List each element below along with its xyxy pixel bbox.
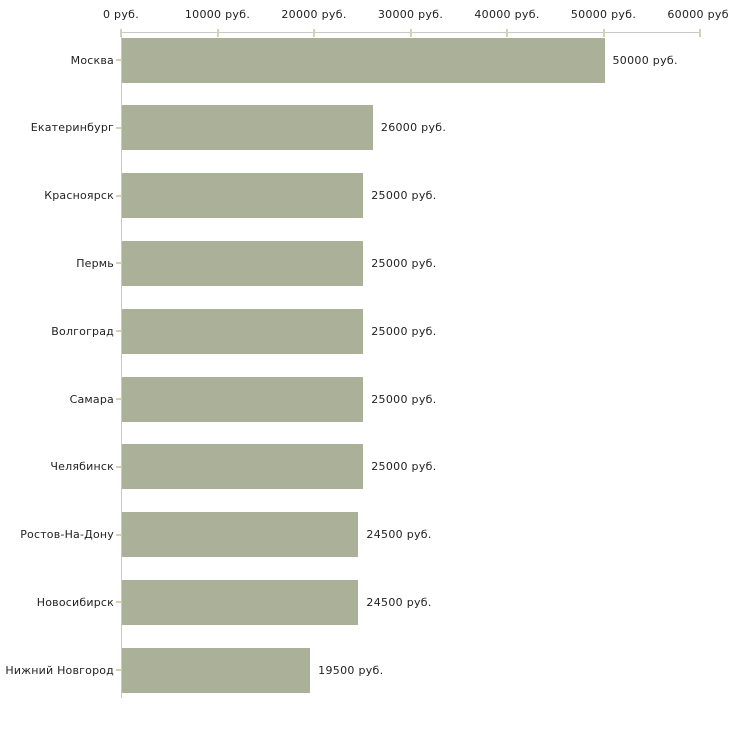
x-axis-tick-mark: [699, 29, 701, 37]
bar-value-label: 26000 руб.: [380, 121, 447, 135]
y-axis-category-tick: [116, 262, 121, 265]
x-axis-tick-mark: [216, 29, 219, 37]
category-label: Самара: [69, 392, 114, 406]
bar: [122, 647, 311, 693]
bar: [122, 444, 364, 490]
category-label: Нижний Новгород: [5, 663, 114, 677]
x-axis-tick-label: 40000 руб.: [474, 8, 540, 21]
bar-value-label: 25000 руб.: [371, 256, 437, 270]
bar-value-label: 19500 руб.: [318, 663, 384, 677]
category-label: Красноярск: [44, 189, 114, 203]
y-axis-category-tick: [116, 194, 121, 197]
bar-value-label: 24500 руб.: [366, 595, 432, 609]
x-axis-tick-label: 30000 руб.: [377, 8, 444, 21]
y-axis-category-tick: [116, 601, 121, 604]
bar: [122, 105, 373, 151]
category-label: Екатеринбург: [30, 121, 114, 135]
x-axis-tick-mark: [313, 29, 315, 37]
y-axis-category-tick: [116, 330, 121, 333]
x-axis-tick-label: 10000 руб.: [184, 8, 251, 21]
x-axis-tick-mark: [602, 29, 605, 37]
category-label: Ростов-На-Дону: [20, 528, 114, 542]
category-label: Челябинск: [50, 460, 114, 474]
x-axis-tick-mark: [506, 29, 508, 37]
category-label: Новосибирск: [36, 595, 114, 609]
category-label: Пермь: [76, 256, 114, 270]
y-axis-category-tick: [116, 669, 121, 672]
x-axis-tick-label: 20000 руб.: [281, 8, 347, 21]
x-axis-tick-mark: [120, 29, 122, 37]
x-axis-tick-label: 50000 руб.: [570, 8, 637, 21]
category-label: Москва: [70, 53, 114, 67]
y-axis-category-tick: [116, 126, 121, 129]
y-axis-category-tick: [116, 465, 121, 468]
bar: [122, 240, 364, 286]
x-axis-tick-label: 60000 руб.: [667, 8, 730, 21]
bar-value-label: 25000 руб.: [371, 189, 437, 203]
category-label: Волгоград: [51, 324, 114, 338]
x-axis-tick-label: 0 руб.: [102, 8, 140, 21]
y-axis-category-tick: [116, 398, 121, 400]
bar: [122, 173, 364, 219]
y-axis-category-tick: [116, 59, 121, 61]
bar-value-label: 25000 руб.: [371, 392, 437, 406]
bar: [122, 308, 364, 354]
bar-value-label: 25000 руб.: [371, 460, 437, 474]
bar-value-label: 24500 руб.: [366, 528, 432, 542]
bar: [122, 579, 359, 625]
y-axis-category-tick: [116, 533, 121, 536]
bar: [122, 37, 605, 83]
x-axis-tick-mark: [409, 29, 412, 37]
bar-value-label: 25000 руб.: [371, 324, 437, 338]
bar: [122, 512, 359, 558]
bar-value-label: 50000 руб.: [612, 53, 678, 67]
bar: [122, 376, 364, 422]
